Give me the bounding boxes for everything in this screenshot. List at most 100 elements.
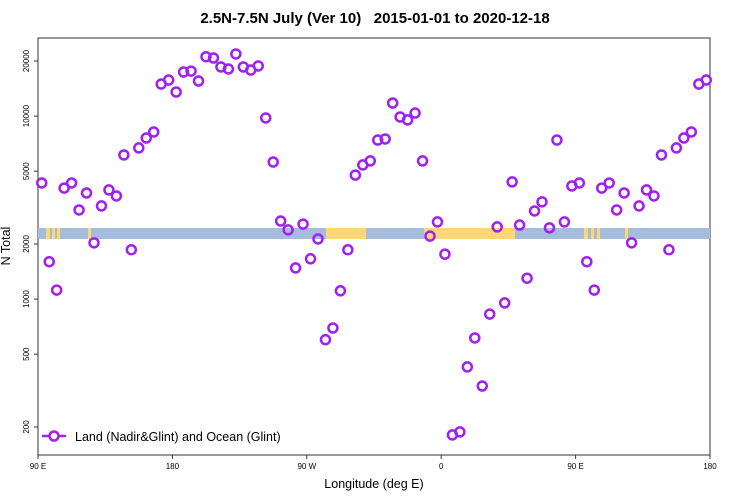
data-point <box>551 134 563 146</box>
land-segment <box>57 228 60 239</box>
data-point <box>73 204 85 216</box>
data-point <box>543 222 556 234</box>
data-point <box>289 262 302 274</box>
legend: Land (Nadir&Glint) and Ocean (Glint) <box>42 430 281 444</box>
data-point <box>595 182 608 194</box>
data-point <box>513 219 526 231</box>
x-tick-label: 90 E <box>30 462 46 471</box>
data-point <box>312 233 324 245</box>
data-point <box>50 284 63 296</box>
data-point <box>88 237 100 249</box>
data-point <box>282 224 294 236</box>
data-point <box>663 244 675 256</box>
chart-title: 2.5N-7.5N July (Ver 10) 2015-01-01 to 20… <box>200 10 550 27</box>
data-point <box>528 205 541 217</box>
data-point <box>700 74 713 86</box>
x-tick-label: 90 W <box>297 462 316 471</box>
data-point <box>65 177 78 189</box>
land-segment <box>326 228 355 239</box>
x-tick-label: 90 E <box>567 462 583 471</box>
y-tick-label: 200 <box>22 420 31 434</box>
data-point <box>185 65 197 77</box>
data-point <box>207 52 220 64</box>
data-point <box>304 253 317 265</box>
y-axis: 200 500 1000 2000 5000 10000 20000 <box>22 49 38 434</box>
data-point <box>424 230 436 242</box>
data-point <box>431 216 444 228</box>
y-tick-label: 10000 <box>22 104 31 127</box>
y-axis-label: N Total <box>0 227 13 266</box>
x-tick-label: 180 <box>166 462 180 471</box>
land-segment <box>52 228 55 239</box>
data-points <box>35 48 713 441</box>
data-point <box>222 63 235 75</box>
data-point <box>573 177 586 189</box>
data-point <box>95 200 108 212</box>
data-point <box>133 142 145 154</box>
y-tick-label: 2000 <box>22 235 31 253</box>
data-point <box>110 190 123 202</box>
data-point <box>170 86 182 98</box>
data-point <box>491 221 503 233</box>
data-point <box>498 297 511 309</box>
land-segment <box>584 228 588 239</box>
land-ocean-strip <box>38 228 710 239</box>
data-point <box>35 177 48 189</box>
data-point <box>416 155 429 167</box>
data-point <box>469 332 481 344</box>
data-point <box>200 50 212 63</box>
data-point <box>685 126 698 138</box>
data-point <box>483 308 496 320</box>
x-axis: 90 E 180 90 W 0 90 E 180 <box>30 455 717 471</box>
legend-marker <box>48 430 60 442</box>
data-point <box>162 74 175 86</box>
data-point <box>655 149 668 161</box>
data-point <box>252 60 265 72</box>
y-tick-label: 5000 <box>22 162 31 180</box>
data-point <box>147 126 160 138</box>
data-point <box>230 48 242 60</box>
data-point <box>454 426 466 438</box>
data-point <box>581 255 593 268</box>
x-axis-label: Longitude (deg E) <box>324 477 423 491</box>
data-point <box>319 333 332 346</box>
x-tick-label: 180 <box>703 462 717 471</box>
data-point <box>633 200 645 212</box>
data-point <box>371 134 384 146</box>
data-point <box>625 237 638 249</box>
data-point <box>274 215 287 227</box>
data-point <box>43 255 55 268</box>
data-point <box>640 184 653 196</box>
data-point <box>140 132 153 144</box>
data-point <box>506 176 518 188</box>
data-point <box>192 75 205 87</box>
land-segment <box>597 228 600 239</box>
data-point <box>521 272 533 284</box>
data-point <box>386 97 399 109</box>
land-segment <box>46 228 50 239</box>
land-segment <box>625 228 628 239</box>
data-point <box>670 142 683 154</box>
data-point <box>379 133 391 145</box>
data-point <box>558 216 571 228</box>
data-point <box>610 204 623 216</box>
data-point <box>588 284 601 296</box>
data-point <box>177 66 190 78</box>
data-point <box>678 132 690 144</box>
y-tick-label: 500 <box>22 347 31 361</box>
y-tick-label: 1000 <box>22 290 31 308</box>
data-point <box>648 190 660 202</box>
data-point <box>618 187 630 199</box>
data-point <box>327 322 339 334</box>
data-point <box>125 244 138 256</box>
data-point <box>103 184 115 196</box>
data-point <box>58 182 70 194</box>
land-segment <box>355 228 366 239</box>
y-tick-label: 20000 <box>22 49 31 72</box>
data-point <box>461 361 474 373</box>
land-segment <box>424 228 515 239</box>
data-point <box>297 218 309 230</box>
data-point <box>439 248 451 260</box>
